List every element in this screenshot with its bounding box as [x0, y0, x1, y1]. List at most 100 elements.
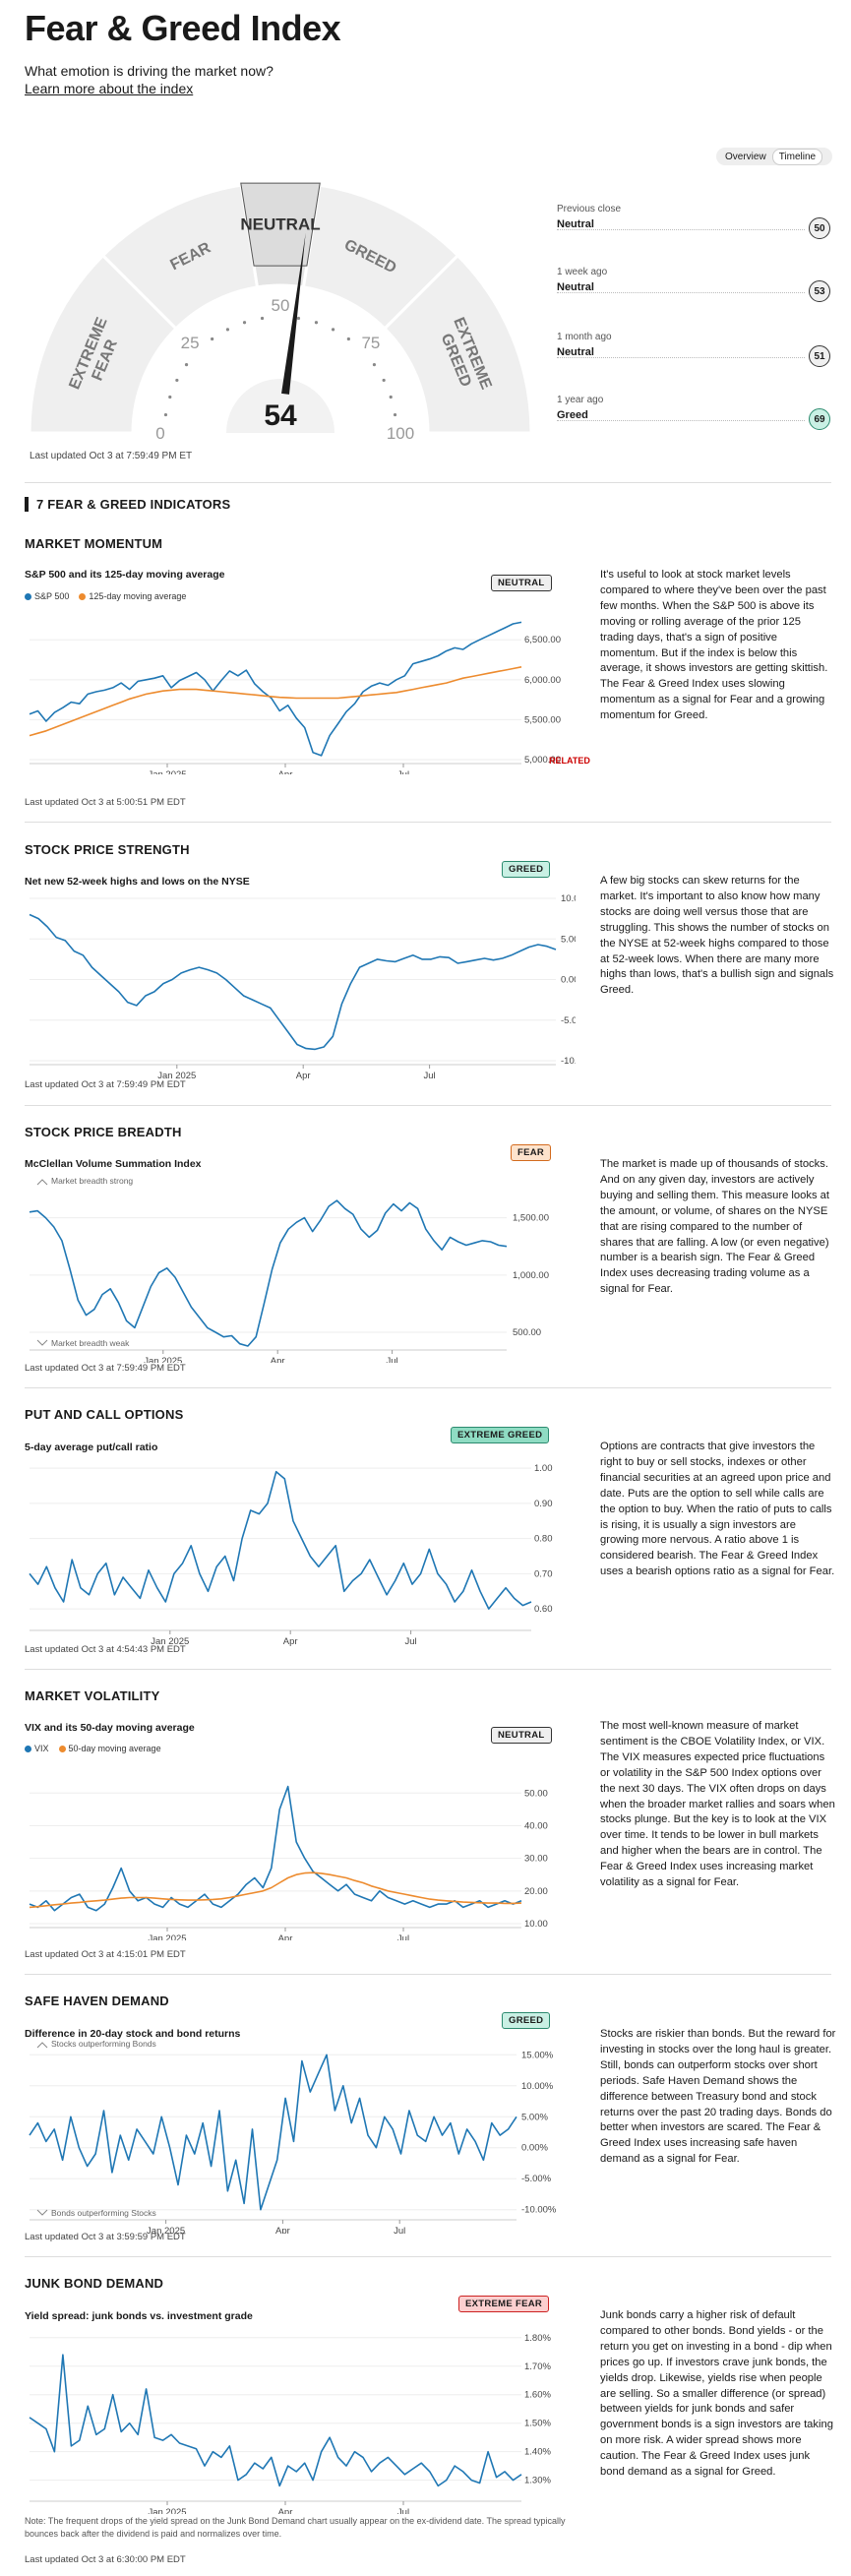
y-tick-label: 0.60: [534, 1604, 553, 1615]
chevron-up-icon: [36, 1179, 48, 1186]
series-line: [29, 2354, 522, 2487]
rating-badge: FEAR: [511, 1144, 552, 1161]
y-tick-label: 40.00: [524, 1820, 548, 1831]
series-line: [29, 913, 557, 1051]
gauge-dot: [260, 316, 265, 321]
indicator-updated: Last updated Oct 3 at 4:15:01 PM EDT: [25, 1949, 186, 1960]
indicator-subtitle: Yield spread: junk bonds vs. investment …: [25, 2310, 253, 2322]
neutral-highlight: [240, 182, 321, 267]
chevron-up-icon: [36, 2042, 48, 2049]
indicator-title: JUNK BOND DEMAND: [25, 2276, 164, 2291]
y-tick-label: 0.70: [534, 1568, 553, 1579]
rating-badge: NEUTRAL: [491, 575, 552, 591]
overview-toggle[interactable]: Overview: [725, 151, 766, 162]
view-toggle: Overview Timeline: [716, 148, 832, 165]
chevron-down-icon: [36, 1339, 48, 1346]
indicator-title: SAFE HAVEN DEMAND: [25, 1993, 169, 2008]
legend-item: 50-day moving average: [58, 1744, 161, 1753]
history-score: 51: [809, 345, 830, 367]
gauge-dot: [389, 395, 393, 399]
history-rating: Greed: [557, 409, 588, 421]
y-tick-label: 30.00: [524, 1854, 548, 1865]
gauge-hub: [226, 379, 334, 433]
indicator-updated: Last updated Oct 3 at 4:54:43 PM EDT: [25, 1644, 186, 1655]
rating-badge: GREED: [502, 861, 551, 878]
y-tick-label: -10.00%: [521, 2205, 557, 2216]
legend-item: VIX: [25, 1744, 49, 1753]
x-tick-label: Jul: [405, 1636, 417, 1646]
gauge-updated: Last updated Oct 3 at 7:59:49 PM ET: [30, 451, 193, 461]
timeline-toggle[interactable]: Timeline: [771, 148, 823, 165]
indicator-description: It's useful to look at stock market leve…: [600, 569, 828, 722]
annotation-bottom: Bonds outperforming Stocks: [51, 2208, 156, 2218]
gauge-needle: [281, 232, 306, 395]
gauge-tick-label: 75: [361, 334, 380, 352]
legend-label: 50-day moving average: [68, 1744, 161, 1753]
x-tick-label: Jul: [397, 769, 409, 774]
history-label: 1 week ago: [557, 267, 608, 277]
y-tick-label: 1.40%: [524, 2447, 551, 2458]
x-tick-label: Apr: [275, 2226, 290, 2234]
indicator-title: STOCK PRICE BREADTH: [25, 1125, 182, 1139]
y-tick-label: 500.00: [513, 1327, 541, 1338]
series-line: [29, 1470, 532, 1610]
gauge-tick-label: 25: [181, 334, 200, 352]
gauge-tick-label: 0: [155, 424, 164, 443]
chart-legend: S&P 500 125-day moving average: [25, 591, 186, 601]
gauge-dot: [242, 321, 247, 325]
y-tick-label: 6,500.00: [524, 635, 561, 645]
learn-more-link[interactable]: Learn more about the index: [25, 81, 194, 96]
y-tick-label: 5.00%: [561, 934, 576, 945]
indicator-updated: Last updated Oct 3 at 7:59:49 PM EDT: [25, 1079, 186, 1090]
history-label: 1 month ago: [557, 332, 612, 342]
y-tick-label: 6,000.00: [524, 675, 561, 686]
gauge-segment: [382, 253, 533, 435]
section-divider: [25, 822, 831, 823]
x-tick-label: Apr: [278, 1933, 293, 1940]
indicator-description: Stocks are riskier than bonds. But the r…: [600, 2028, 836, 2166]
history-rating: Neutral: [557, 281, 594, 293]
annotation-top: Market breadth strong: [51, 1176, 133, 1186]
section-divider: [25, 2256, 831, 2257]
related-label: RELATED: [549, 756, 590, 766]
junk-bond-chart: 1.80% 1.70% 1.60% 1.50% 1.40% 1.30% Jan 2025 Ap…: [29, 2333, 551, 2514]
legend-label: VIX: [34, 1744, 49, 1753]
legend-item: 125-day moving average: [79, 591, 186, 601]
indicator-title: STOCK PRICE STRENGTH: [25, 842, 190, 857]
series-line: [29, 621, 522, 757]
chart-legend: VIX 50-day moving average: [25, 1744, 161, 1753]
gauge-tick-label: 50: [272, 296, 290, 315]
history-rating: Neutral: [557, 218, 594, 230]
section-divider: [25, 1387, 831, 1388]
indicator-subtitle: McClellan Volume Summation Index: [25, 1158, 202, 1170]
history-label: 1 year ago: [557, 395, 604, 405]
gauge-dot: [184, 363, 189, 367]
indicator-subtitle: Difference in 20-day stock and bond retu…: [25, 2028, 241, 2040]
x-tick-label: Jul: [387, 1356, 398, 1363]
y-tick-label: 15.00%: [521, 2050, 554, 2060]
indicator-updated: Last updated Oct 3 at 6:30:00 PM EDT: [25, 2554, 186, 2565]
y-tick-label: -5.00%: [521, 2174, 552, 2184]
history-rating: Neutral: [557, 346, 594, 358]
market-momentum-chart: 6,500.00 6,000.00 5,500.00 5,000.00 Jan 2025…: [29, 621, 561, 774]
page-title: Fear & Greed Index: [25, 8, 341, 48]
legend-item: S&P 500: [25, 591, 69, 601]
x-tick-label: Jan 2025: [148, 2507, 186, 2514]
safe-haven-chart: 15.00% 10.00% 5.00% 0.00% -5.00% -10.00% Jan 2…: [29, 2039, 557, 2234]
series-line: [29, 2054, 517, 2211]
gauge-dot: [314, 321, 319, 325]
gauge-dot: [175, 378, 179, 383]
y-tick-label: 10.00%: [561, 893, 576, 904]
gauge-dot: [372, 363, 377, 367]
gauge-dot: [225, 328, 230, 332]
y-tick-label: 0.80: [534, 1534, 553, 1545]
y-tick-label: 0.90: [534, 1499, 553, 1509]
y-tick-label: -5.00%: [561, 1015, 576, 1026]
indicator-subtitle: Net new 52-week highs and lows on the NY…: [25, 876, 250, 888]
x-tick-label: Apr: [278, 769, 293, 774]
annotation-top: Stocks outperforming Bonds: [51, 2039, 156, 2049]
x-tick-label: Apr: [278, 2507, 293, 2514]
y-tick-label: 1.70%: [524, 2361, 551, 2372]
section-divider: [25, 482, 831, 483]
gauge-dot: [393, 412, 397, 417]
